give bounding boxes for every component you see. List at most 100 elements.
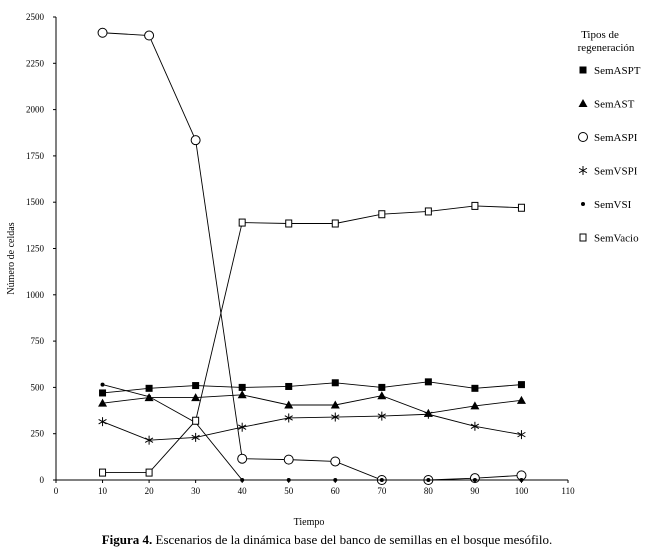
data-point-semvacio — [192, 416, 200, 425]
data-point-semvspi — [424, 409, 433, 419]
x-tick-label: 40 — [238, 486, 248, 496]
series-layer — [97, 27, 527, 485]
data-point-semast — [237, 390, 247, 399]
data-point-semast — [470, 401, 480, 410]
x-tick-label: 80 — [424, 486, 434, 496]
data-point-semvacio — [517, 203, 525, 212]
legend-label-semast: SemAST — [594, 99, 635, 111]
caption-text: Escenarios de la dinámica base del banco… — [152, 532, 553, 547]
data-point-semaspi — [283, 454, 294, 465]
x-axis-label: Tiempo — [294, 517, 325, 528]
data-point-semast — [377, 391, 387, 400]
figure-caption: Figura 4. Escenarios de la dinámica base… — [0, 532, 654, 548]
data-point-semast — [330, 400, 340, 409]
data-point-semaspt — [99, 389, 107, 397]
data-point-semvsi — [286, 478, 291, 482]
data-point-semvacio — [238, 218, 246, 227]
data-point-semvspi — [191, 432, 200, 442]
data-point-semaspi — [144, 30, 155, 41]
data-point-semaspi — [330, 456, 341, 467]
data-point-semast — [516, 395, 526, 404]
x-tick-label: 100 — [515, 486, 529, 496]
data-point-semaspt — [145, 384, 153, 392]
data-point-semaspi — [237, 453, 248, 464]
legend-label-semvspi: SemVSPI — [594, 166, 638, 178]
x-tick-label: 60 — [331, 486, 341, 496]
data-point-semaspt — [517, 381, 525, 389]
data-point-semaspi — [97, 27, 108, 38]
legend-marker-semvacio — [579, 233, 587, 242]
data-point-semvacio — [471, 201, 479, 210]
data-point-semvsi — [100, 382, 105, 387]
y-tick-label: 0 — [40, 475, 45, 485]
x-tick-label: 70 — [377, 486, 387, 496]
asterisk-stroke — [98, 418, 107, 425]
data-point-semvspi — [331, 412, 340, 422]
data-point-semvspi — [238, 422, 247, 432]
plot-frame — [55, 17, 568, 481]
data-point-semvsi — [472, 478, 477, 482]
data-point-semvsi — [379, 478, 384, 482]
x-tick-label: 10 — [98, 486, 108, 496]
legend-label-semaspi: SemASPI — [594, 132, 638, 144]
legend-title: Tipos de — [581, 29, 619, 41]
y-tick-label: 2250 — [26, 58, 45, 68]
caption-label: Figura 4. — [101, 532, 153, 547]
data-point-semvacio — [331, 219, 339, 228]
series-line-semvsi — [102, 384, 522, 481]
data-point-semvacio — [99, 468, 107, 477]
legend-label-semvacio: SemVacio — [594, 233, 639, 245]
asterisk-stroke — [238, 424, 247, 430]
data-point-semaspt — [238, 383, 246, 391]
x-tick-label: 20 — [145, 486, 155, 496]
asterisk-stroke — [424, 411, 433, 417]
legend-label-semvsi: SemVSI — [594, 199, 632, 211]
y-tick-label: 500 — [31, 382, 45, 392]
series-line-semvspi — [102, 413, 522, 441]
legend-marker-semvspi — [578, 166, 588, 175]
data-point-semvsi — [147, 394, 152, 399]
series-semvacio — [99, 201, 525, 477]
data-point-semaspt — [424, 378, 432, 386]
data-point-semaspt — [471, 384, 479, 392]
data-point-semaspt — [192, 382, 200, 390]
data-point-semvsi — [519, 478, 524, 482]
data-point-semvsi — [426, 478, 431, 482]
y-tick-label: 1250 — [26, 244, 45, 254]
data-point-semvacio — [424, 207, 432, 216]
y-tick-label: 1500 — [26, 197, 45, 207]
data-point-semvacio — [285, 219, 293, 228]
legend-title: regeneración — [578, 42, 635, 54]
axes: 0 250 500 750 1000 1250 1500 1750 2000 2250 2500 0 1… — [6, 12, 575, 528]
x-tick-label: 50 — [284, 486, 294, 496]
y-tick-label: 1000 — [26, 290, 45, 300]
series-semaspi — [97, 27, 527, 485]
series-line-semast — [102, 394, 522, 414]
data-point-semvsi — [333, 478, 338, 482]
asterisk-stroke — [331, 414, 340, 420]
asterisk-stroke — [284, 415, 293, 421]
data-point-semvspi — [470, 421, 480, 431]
x-tick-label: 0 — [54, 486, 59, 496]
y-tick-label: 1750 — [26, 151, 45, 161]
x-tick-label: 30 — [191, 486, 201, 496]
x-tick-label: 90 — [470, 486, 480, 496]
data-point-semaspt — [378, 383, 386, 391]
legend-marker-semaspt — [579, 66, 587, 74]
legend-marker-semast — [578, 99, 588, 107]
series-line-semaspt — [102, 381, 522, 394]
series-line-semvacio — [102, 205, 522, 474]
y-tick-label: 750 — [31, 336, 45, 346]
data-point-semvspi — [98, 417, 107, 427]
series-semvspi — [98, 409, 526, 445]
series-semaspt — [99, 378, 525, 397]
legend-marker-semvsi — [581, 202, 585, 206]
series-line-semaspi — [102, 32, 522, 481]
data-point-semvacio — [378, 210, 386, 219]
asterisk-stroke — [144, 437, 154, 443]
data-point-semast — [284, 400, 294, 409]
x-tick-label: 110 — [561, 486, 575, 496]
data-point-semvspi — [517, 430, 526, 440]
